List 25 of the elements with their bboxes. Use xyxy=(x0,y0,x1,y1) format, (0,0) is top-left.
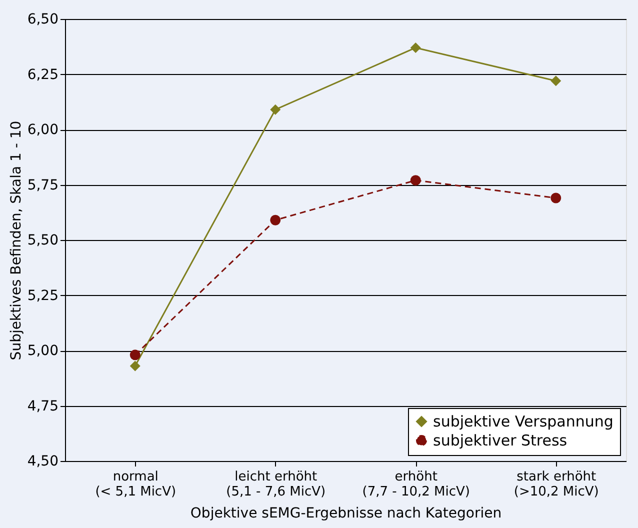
y-tick-label: 5,75 xyxy=(27,177,58,194)
y-tick-label: 4,75 xyxy=(27,398,58,414)
y-tick-label: 6,50 xyxy=(27,12,58,28)
point xyxy=(410,175,421,186)
point xyxy=(270,214,281,226)
point xyxy=(410,42,421,53)
x-tick-label: stark erhöht (>10,2 MicV) xyxy=(514,470,599,500)
x-tick-label: leicht erhöht (5,1 - 7,6 MicV) xyxy=(226,470,326,500)
x-tick-label: erhöht (7,7 - 10,2 MicV) xyxy=(362,470,470,500)
y-tick-label: 4,50 xyxy=(27,454,58,470)
legend-label: subjektiver Stress xyxy=(433,432,568,450)
x-axis-title: Objektive sEMG-Ergebnisse nach Kategorien xyxy=(190,506,502,522)
y-tick-label: 6,00 xyxy=(27,122,58,138)
point xyxy=(130,350,140,360)
legend-label: subjektive Verspannung xyxy=(433,412,614,430)
x-tick-label: normal (< 5,1 MicV) xyxy=(95,470,176,500)
y-tick-label: 6,25 xyxy=(27,66,58,83)
y-tick-label: 5,50 xyxy=(27,232,58,248)
point xyxy=(550,76,562,86)
y-tick-label: 5,00 xyxy=(27,343,58,359)
point xyxy=(550,192,562,204)
point xyxy=(130,360,140,372)
y-tick-label: 5,25 xyxy=(27,288,58,304)
point xyxy=(270,104,281,115)
y-axis-title: Subjektives Befinden, Skala 1 - 10 xyxy=(8,120,24,360)
